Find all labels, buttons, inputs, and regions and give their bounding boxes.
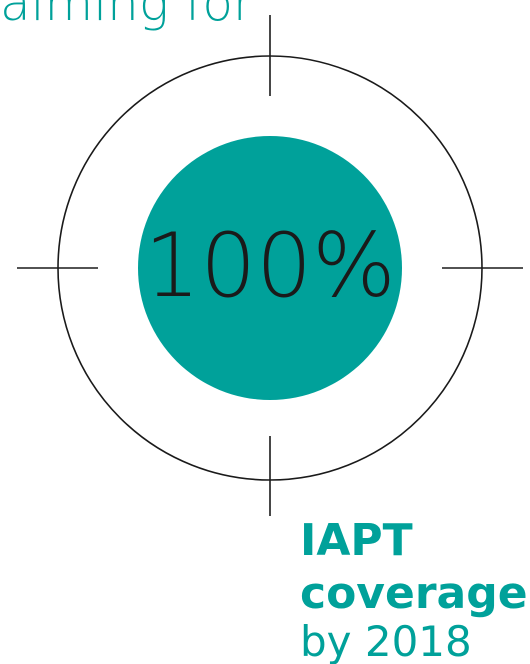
caption-line: by 2018 [300,617,472,664]
target-value: 100% [144,214,396,317]
caption-line: IAPT [300,515,413,566]
caption-line: coverage [300,568,528,619]
heading: aiming for [0,0,254,32]
target-center [138,136,402,400]
